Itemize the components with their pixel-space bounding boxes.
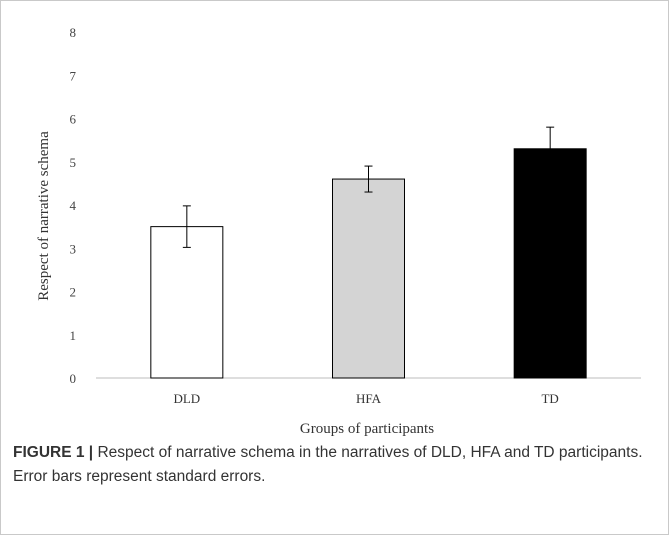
y-tick-label: 1 bbox=[70, 328, 77, 343]
y-tick-label: 4 bbox=[70, 198, 77, 213]
y-tick-label: 5 bbox=[70, 155, 77, 170]
y-tick-label: 8 bbox=[70, 25, 77, 40]
caption-text: Respect of narrative schema in the narra… bbox=[13, 444, 643, 485]
y-tick-label: 6 bbox=[70, 112, 77, 127]
y-tick-label: 3 bbox=[70, 241, 77, 256]
y-tick-label: 0 bbox=[70, 371, 77, 386]
error-bars bbox=[182, 126, 555, 248]
x-tick-label: TD bbox=[541, 391, 558, 406]
bars bbox=[150, 148, 587, 379]
bar bbox=[513, 148, 587, 379]
y-axis-label: Respect of narrative schema bbox=[36, 131, 52, 301]
y-tick-label: 7 bbox=[70, 68, 77, 83]
y-tick-labels: 0 1 2 3 4 5 6 7 8 bbox=[70, 25, 77, 386]
bar bbox=[150, 226, 224, 379]
x-axis-label: Groups of participants bbox=[300, 421, 434, 437]
x-tick-label: DLD bbox=[173, 391, 200, 406]
bar bbox=[332, 178, 405, 379]
y-tick-label: 2 bbox=[70, 285, 77, 300]
figure-caption: FIGURE 1 | Respect of narrative schema i… bbox=[13, 441, 658, 489]
caption-label: FIGURE 1 | bbox=[13, 444, 94, 461]
x-tick-label: HFA bbox=[356, 391, 382, 406]
x-tick-labels: DLD HFA TD bbox=[173, 391, 558, 406]
bar-chart: 0 1 2 3 4 5 6 7 8 DLD HFA TD Respect of narrative … bbox=[36, 25, 641, 437]
